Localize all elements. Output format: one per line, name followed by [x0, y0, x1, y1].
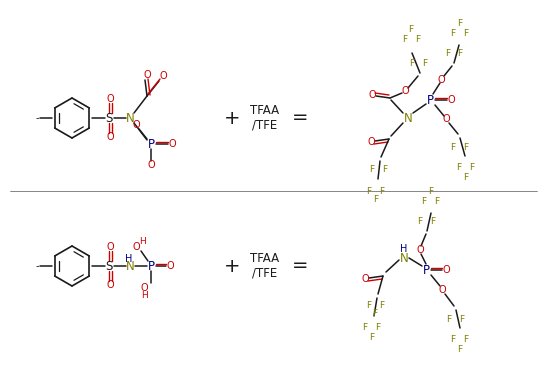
Text: F: F	[469, 164, 475, 172]
Text: O: O	[368, 90, 376, 100]
Text: O: O	[143, 70, 151, 80]
Text: F: F	[463, 28, 469, 38]
Text: /TFE: /TFE	[252, 267, 278, 280]
Text: TFAA: TFAA	[251, 252, 280, 265]
Text: F: F	[373, 309, 377, 319]
Text: F: F	[428, 188, 434, 196]
Text: F: F	[374, 195, 379, 205]
Text: O: O	[367, 137, 375, 147]
Text: F: F	[457, 20, 463, 28]
Text: P: P	[422, 264, 429, 277]
Text: F: F	[363, 324, 368, 332]
Text: H: H	[141, 290, 147, 300]
Text: O: O	[361, 274, 369, 284]
Text: F: F	[375, 324, 381, 332]
Text: F: F	[434, 196, 440, 206]
Text: F: F	[446, 314, 452, 324]
Text: P: P	[148, 137, 154, 151]
Text: O: O	[106, 94, 114, 104]
Text: N: N	[126, 111, 135, 124]
Text: +: +	[224, 257, 240, 275]
Text: H: H	[138, 237, 146, 247]
Text: F: F	[382, 165, 388, 173]
Text: H: H	[125, 254, 133, 264]
Text: S: S	[106, 111, 113, 124]
Text: F: F	[415, 34, 421, 44]
Text: F: F	[463, 172, 469, 182]
Text: F: F	[369, 332, 375, 342]
Text: O: O	[416, 245, 424, 255]
Text: H: H	[400, 244, 408, 254]
Text: =: =	[292, 257, 309, 275]
Text: F: F	[380, 187, 385, 195]
Text: F: F	[456, 164, 462, 172]
Text: F: F	[450, 142, 456, 152]
Text: P: P	[427, 93, 434, 106]
Text: F: F	[421, 196, 427, 206]
Text: O: O	[442, 265, 450, 275]
Text: -: -	[35, 261, 39, 271]
Text: F: F	[450, 336, 456, 344]
Text: O: O	[401, 86, 409, 96]
Text: F: F	[445, 49, 451, 59]
Text: O: O	[132, 120, 140, 130]
Text: F: F	[380, 301, 385, 311]
Text: N: N	[400, 252, 409, 265]
Text: F: F	[366, 301, 371, 311]
Text: O: O	[106, 280, 114, 290]
Text: F: F	[430, 218, 435, 226]
Text: O: O	[140, 283, 148, 293]
Text: F: F	[369, 165, 375, 173]
Text: O: O	[437, 75, 445, 85]
Text: F: F	[450, 28, 456, 38]
Text: F: F	[463, 142, 469, 152]
Text: F: F	[463, 336, 469, 344]
Text: TFAA: TFAA	[251, 105, 280, 118]
Text: O: O	[132, 242, 140, 252]
Text: +: +	[224, 108, 240, 128]
Text: N: N	[126, 260, 135, 272]
Text: O: O	[159, 71, 167, 81]
Text: =: =	[292, 108, 309, 128]
Text: F: F	[417, 218, 423, 226]
Text: S: S	[106, 260, 113, 272]
Text: O: O	[168, 139, 176, 149]
Text: F: F	[409, 26, 414, 34]
Text: O: O	[147, 160, 155, 170]
Text: F: F	[459, 314, 464, 324]
Text: F: F	[457, 344, 463, 354]
Text: F: F	[410, 59, 415, 67]
Text: F: F	[403, 34, 408, 44]
Text: F: F	[457, 49, 463, 59]
Text: F: F	[366, 187, 371, 195]
Text: O: O	[447, 95, 455, 105]
Text: O: O	[442, 114, 450, 124]
Text: O: O	[438, 285, 446, 295]
Text: P: P	[148, 260, 154, 272]
Text: -: -	[35, 113, 39, 123]
Text: O: O	[106, 242, 114, 252]
Text: O: O	[106, 132, 114, 142]
Text: N: N	[404, 111, 412, 124]
Text: /TFE: /TFE	[252, 118, 278, 131]
Text: O: O	[166, 261, 174, 271]
Text: F: F	[422, 59, 428, 67]
